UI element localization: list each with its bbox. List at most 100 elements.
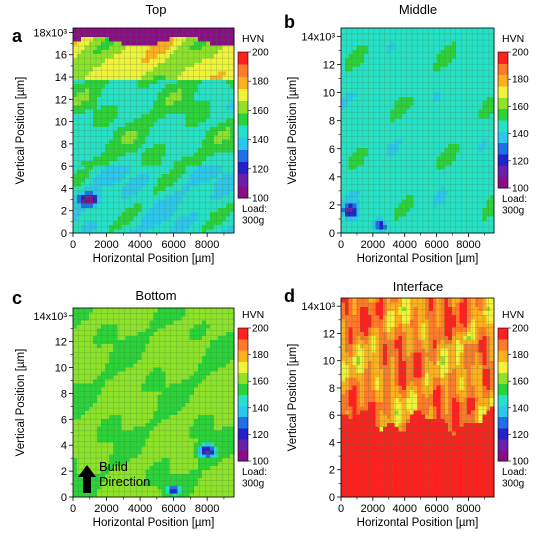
heatmap-cell xyxy=(113,168,118,174)
heatmap-cell xyxy=(93,493,98,498)
x-tick-label: 6000 xyxy=(161,239,185,251)
heatmap-cell xyxy=(209,79,215,85)
heatmap-cell xyxy=(436,45,442,50)
heatmap-cell xyxy=(93,319,98,325)
heatmap-cell xyxy=(113,477,118,482)
heatmap-cell xyxy=(161,164,167,170)
heatmap-cell xyxy=(117,203,122,208)
heatmap-cell xyxy=(428,143,434,149)
heatmap-cell xyxy=(221,220,227,226)
heatmap-cell xyxy=(137,211,143,217)
heatmap-cell xyxy=(386,57,392,63)
heatmap-cell xyxy=(97,485,102,490)
heatmap-cell xyxy=(101,398,106,404)
heatmap-cell xyxy=(81,430,86,435)
heatmap-cell xyxy=(109,355,114,360)
heatmap-cell xyxy=(375,164,380,170)
heatmap-cell xyxy=(165,66,171,72)
heatmap-cell xyxy=(117,347,122,352)
heatmap-cell xyxy=(113,113,118,119)
heatmap-cell xyxy=(444,62,449,68)
heatmap-cell xyxy=(101,70,106,76)
heatmap-cell xyxy=(117,418,122,423)
heatmap-cell xyxy=(149,62,155,68)
heatmap-cell xyxy=(217,40,223,46)
heatmap-cell xyxy=(474,45,480,50)
heatmap-cell xyxy=(157,190,163,196)
heatmap-cell xyxy=(363,160,369,166)
colorbar-label: HVN xyxy=(502,33,524,45)
heatmap-cell xyxy=(161,173,167,179)
heatmap-cell xyxy=(101,308,106,313)
heatmap-cell xyxy=(398,177,403,183)
heatmap-cell xyxy=(141,220,147,226)
heatmap-cell xyxy=(189,62,195,68)
heatmap-cell xyxy=(432,143,438,149)
heatmap-cell xyxy=(455,104,461,110)
heatmap-cell xyxy=(344,70,350,76)
heatmap-cell xyxy=(197,45,203,50)
heatmap-cell xyxy=(363,130,369,136)
heatmap-cell xyxy=(157,173,163,179)
heatmap-cell xyxy=(402,28,407,33)
heatmap-cell xyxy=(137,371,143,376)
heatmap-cell xyxy=(205,62,211,68)
heatmap-cell xyxy=(153,168,159,174)
heatmap-cell xyxy=(217,203,223,208)
heatmap-cell xyxy=(117,173,122,179)
heatmap-cell xyxy=(444,87,449,93)
y-tick-label: 14 xyxy=(55,72,67,84)
heatmap-cell xyxy=(428,83,434,89)
heatmap-cell xyxy=(344,134,350,140)
heatmap-cell xyxy=(406,117,411,123)
heatmap-cell xyxy=(213,83,219,89)
heatmap-cell xyxy=(229,198,235,204)
heatmap-cell xyxy=(181,134,187,140)
heatmap-cell xyxy=(101,168,106,174)
heatmap-cell xyxy=(425,198,430,204)
heatmap-cell xyxy=(398,126,403,132)
heatmap-cell xyxy=(141,62,147,68)
heatmap-cell xyxy=(455,109,461,115)
heatmap-cell xyxy=(394,87,399,93)
heatmap-cell xyxy=(360,113,365,119)
heatmap-cell xyxy=(113,418,118,423)
heatmap-cell xyxy=(467,198,472,204)
heatmap-cell xyxy=(229,211,235,217)
heatmap-cell xyxy=(181,139,187,144)
heatmap-cell xyxy=(81,177,86,183)
heatmap-cell xyxy=(89,371,94,376)
heatmap-cell xyxy=(451,181,457,187)
heatmap-cell xyxy=(157,147,163,153)
heatmap-cell xyxy=(109,323,114,329)
heatmap-cell xyxy=(73,493,78,498)
heatmap-cell xyxy=(85,363,90,368)
heatmap-cell xyxy=(121,359,126,364)
heatmap-cell xyxy=(85,347,90,352)
heatmap-cell xyxy=(444,215,449,221)
heatmap-cell xyxy=(432,45,438,50)
heatmap-cell xyxy=(413,203,419,208)
heatmap-cell xyxy=(386,96,392,102)
heatmap-cell xyxy=(77,418,82,423)
heatmap-cell xyxy=(101,126,106,132)
heatmap-cell xyxy=(85,426,90,431)
heatmap-cell xyxy=(97,211,102,217)
heatmap-cell xyxy=(463,87,468,93)
heatmap-cell xyxy=(129,469,134,474)
heatmap-cell xyxy=(360,215,365,221)
heatmap-cell xyxy=(129,220,134,226)
heatmap-cell xyxy=(455,220,461,226)
heatmap-cell xyxy=(153,83,159,89)
heatmap-cell xyxy=(356,151,361,157)
heatmap-cell xyxy=(459,53,464,59)
heatmap-cell xyxy=(217,177,223,183)
heatmap-cell xyxy=(360,130,365,136)
heatmap-cell xyxy=(428,96,434,102)
heatmap-cell xyxy=(133,422,138,427)
heatmap-cell xyxy=(181,215,187,221)
heatmap-cell xyxy=(459,168,464,174)
heatmap-cell xyxy=(121,315,126,321)
heatmap-cell xyxy=(113,311,118,317)
y-tick-label: 6 xyxy=(61,161,67,173)
